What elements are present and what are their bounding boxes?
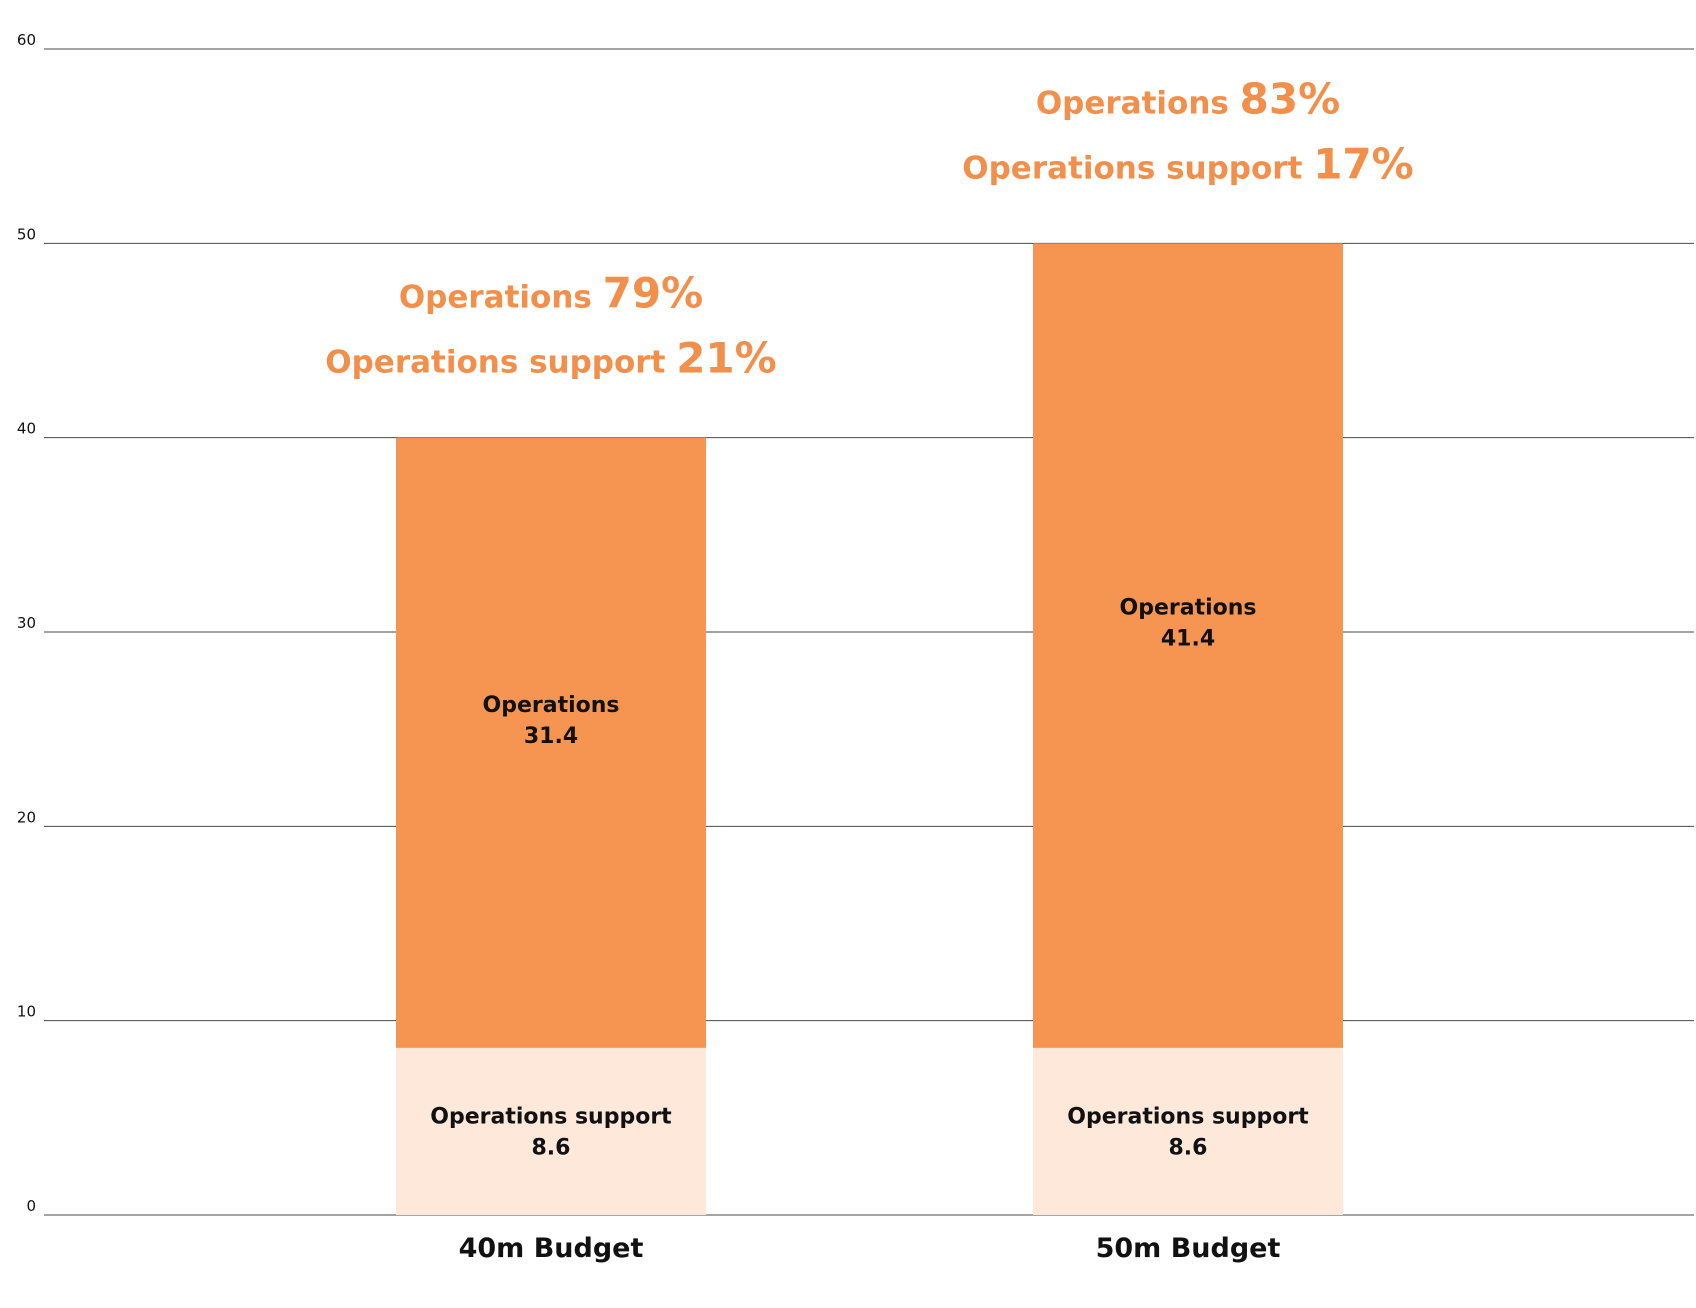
annotation-line: Operations 79%: [399, 269, 703, 318]
segment-series-label: Operations support: [1067, 1104, 1309, 1129]
labels: Operations support 8.6 Operations 31.4 40m B…: [325, 74, 1413, 1264]
annotation-percentage: 17%: [1313, 139, 1414, 188]
y-tick-label: 40: [17, 420, 36, 438]
x-category-label: 40m Budget: [459, 1233, 644, 1264]
x-category-label: 50m Budget: [1096, 1233, 1281, 1264]
bars: [396, 243, 1343, 1215]
bar-segment-operations-support: [1033, 1047, 1343, 1215]
y-tick-label: 10: [17, 1003, 36, 1021]
segment-value-label: 31.4: [524, 724, 578, 749]
annotation-line: Operations 83%: [1036, 74, 1340, 123]
annotation-line: Operations support 17%: [962, 139, 1413, 188]
annotation-percentage: 21%: [676, 334, 777, 383]
annotation-series-name: Operations: [1036, 85, 1240, 121]
y-tick-label: 20: [17, 808, 36, 826]
annotation-percentage: 83%: [1240, 74, 1341, 123]
y-tick-label: 30: [17, 614, 36, 632]
annotation-series-name: Operations: [399, 280, 603, 316]
segment-series-label: Operations: [483, 693, 620, 718]
annotation-series-name: Operations support: [325, 345, 676, 381]
y-tick-label: 50: [17, 225, 36, 243]
bar-segment-operations: [1033, 243, 1343, 1048]
segment-value-label: 8.6: [1169, 1135, 1208, 1160]
segment-value-label: 41.4: [1161, 627, 1215, 652]
y-tick-label: 0: [26, 1197, 36, 1215]
segment-series-label: Operations support: [430, 1104, 672, 1129]
annotation-line: Operations support 21%: [325, 334, 776, 383]
annotation-series-name: Operations support: [962, 150, 1313, 186]
segment-value-label: 8.6: [532, 1135, 571, 1160]
y-tick-label: 60: [17, 31, 36, 49]
annotation-percentage: 79%: [603, 269, 704, 318]
grid: 0 10 20 30 40 50 60: [17, 31, 1694, 1216]
bar-segment-operations-support: [396, 1047, 706, 1215]
segment-series-label: Operations: [1120, 596, 1257, 621]
bar-segment-operations: [396, 437, 706, 1048]
